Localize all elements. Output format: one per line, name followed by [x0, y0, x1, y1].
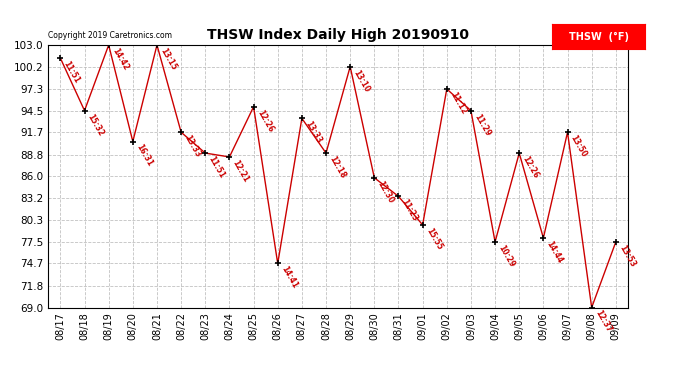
Text: 12:26: 12:26 — [255, 108, 275, 134]
Text: 11:12: 11:12 — [448, 90, 468, 116]
Text: 14:42: 14:42 — [110, 46, 130, 72]
Text: 13:33: 13:33 — [304, 120, 323, 145]
Text: 11:51: 11:51 — [62, 60, 81, 85]
Text: 13:10: 13:10 — [352, 68, 371, 93]
Text: 12:21: 12:21 — [231, 158, 250, 184]
Text: 13:50: 13:50 — [569, 134, 589, 159]
Text: 14:44: 14:44 — [545, 239, 564, 265]
Text: 13:53: 13:53 — [618, 243, 637, 268]
Text: 10:29: 10:29 — [497, 243, 516, 268]
Text: 15:32: 15:32 — [86, 112, 106, 137]
Text: 11:51: 11:51 — [207, 154, 226, 180]
Text: 13:15: 13:15 — [159, 46, 178, 72]
Text: 12:26: 12:26 — [521, 154, 540, 180]
Text: THSW  (°F): THSW (°F) — [569, 32, 629, 42]
Title: THSW Index Daily High 20190910: THSW Index Daily High 20190910 — [207, 28, 469, 42]
Text: 15:55: 15:55 — [424, 226, 444, 251]
Text: 16:31: 16:31 — [135, 143, 154, 168]
Text: 14:41: 14:41 — [279, 265, 299, 290]
Text: 11:23: 11:23 — [400, 198, 420, 223]
Text: Copyright 2019 Caretronics.com: Copyright 2019 Caretronics.com — [48, 31, 172, 40]
Text: 12:30: 12:30 — [376, 179, 395, 205]
Text: 12:37: 12:37 — [593, 309, 613, 334]
Text: 11:29: 11:29 — [473, 112, 492, 137]
Text: 12:18: 12:18 — [328, 154, 347, 180]
Text: 13:33: 13:33 — [183, 134, 202, 159]
